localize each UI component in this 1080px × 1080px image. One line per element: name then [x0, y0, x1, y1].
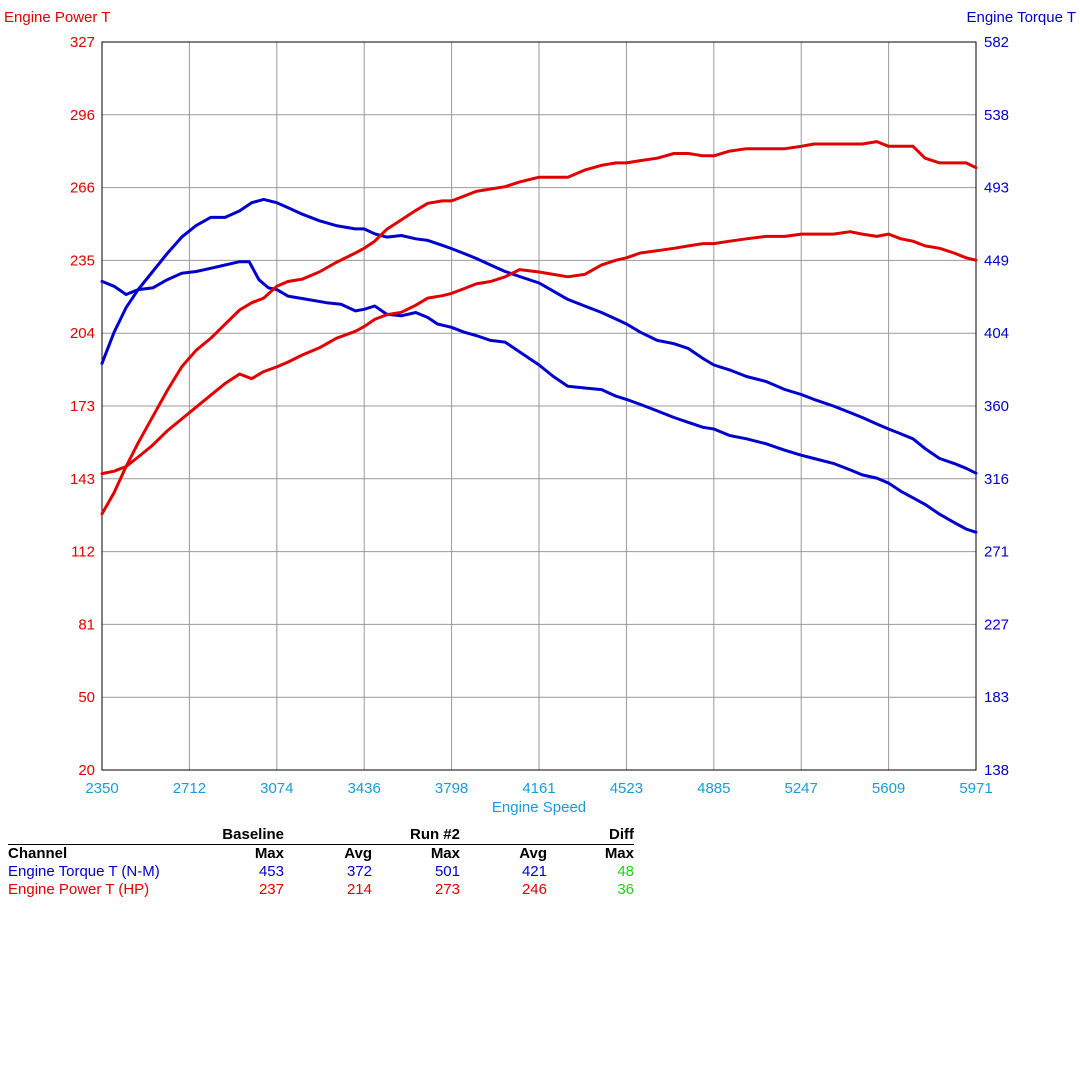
y-left-tick-label: 235 [70, 252, 95, 269]
row-diff-max: 48 [617, 863, 634, 880]
plot-frame [101, 41, 977, 771]
group-diff: Diff [547, 826, 634, 845]
y-left-tick-label: 173 [70, 398, 95, 415]
y-left-tick-label: 50 [78, 689, 95, 706]
y-right-axis-title: Engine Torque T [966, 9, 1076, 26]
y-right-tick-label: 404 [984, 325, 1009, 342]
summary-group-header: Baseline Run #2 Diff [8, 826, 634, 845]
row-channel: Engine Torque T (N-M) [8, 863, 160, 880]
x-axis-label: Engine Speed [492, 799, 586, 816]
y-right-tick-label: 360 [984, 398, 1009, 415]
x-tick-label: 3436 [348, 780, 381, 797]
row-run2-max: 273 [434, 881, 460, 898]
group-baseline: Baseline [208, 826, 284, 845]
torque-series-line-1 [100, 260, 978, 534]
col-channel: Channel [8, 845, 68, 862]
x-tick-label: 2350 [85, 780, 118, 797]
row-baseline-avg: 214 [346, 881, 372, 898]
row-channel: Engine Power T (HP) [8, 881, 150, 898]
x-tick-label: 5247 [785, 780, 818, 797]
row-baseline-max: 237 [258, 881, 284, 898]
col-baseline-max: Max [254, 845, 284, 862]
y-left-axis-title: Engine Power T [4, 9, 111, 26]
series-lines [100, 140, 978, 534]
x-tick-label: 5609 [872, 780, 905, 797]
group-run2: Run #2 [372, 826, 460, 845]
y-left-tick-label: 81 [78, 616, 95, 633]
y-left-tick-label: 112 [71, 544, 95, 561]
y-right-tick-label: 227 [984, 616, 1009, 633]
col-diff-max: Max [604, 845, 634, 862]
y-left-tick-label: 204 [70, 325, 95, 342]
y-right-tick-label: 449 [984, 252, 1009, 269]
y-right-tick-label: 271 [984, 544, 1009, 561]
x-tick-label: 4161 [522, 780, 555, 797]
y-right-tick-label: 538 [984, 107, 1009, 124]
y-right-tick-labels: 138 183 227 271 316 360 404 449 493 538 582 [984, 34, 1009, 779]
x-tick-label: 3074 [260, 780, 293, 797]
summary-table: Baseline Run #2 Diff Channel Max Avg Max… [8, 826, 634, 899]
y-right-tick-label: 183 [984, 689, 1009, 706]
x-tick-label: 4523 [610, 780, 643, 797]
power-series-line-3 [100, 230, 978, 476]
table-row: Engine Power T (HP) 237 214 273 246 36 [8, 881, 634, 899]
y-left-tick-label: 266 [70, 180, 95, 197]
summary-column-header: Channel Max Avg Max Avg Max [8, 845, 634, 864]
row-run2-avg: 246 [521, 881, 547, 898]
row-run2-avg: 421 [521, 863, 547, 880]
row-diff-max: 36 [617, 881, 634, 898]
col-baseline-avg: Avg [344, 845, 372, 862]
power-series-line-2 [100, 140, 978, 516]
y-left-tick-label: 20 [78, 762, 95, 779]
col-run2-max: Max [430, 845, 460, 862]
y-right-tick-label: 316 [984, 471, 1009, 488]
table-row: Engine Torque T (N-M) 453 372 501 421 48 [8, 863, 634, 881]
row-baseline-avg: 372 [346, 863, 372, 880]
row-run2-max: 501 [434, 863, 460, 880]
x-tick-label: 2712 [173, 780, 206, 797]
x-tick-labels: 2350 2712 3074 3436 3798 4161 4523 4885 5247 5609… [85, 780, 992, 797]
x-tick-label: 3798 [435, 780, 468, 797]
torque-series-line-0 [100, 197, 978, 475]
y-right-tick-label: 582 [984, 34, 1009, 51]
y-left-tick-label: 143 [70, 471, 95, 488]
y-right-tick-label: 138 [984, 762, 1009, 779]
y-left-tick-label: 296 [70, 107, 95, 124]
row-baseline-max: 453 [258, 863, 284, 880]
y-left-tick-label: 327 [70, 34, 95, 51]
col-run2-avg: Avg [519, 845, 547, 862]
x-tick-label: 4885 [697, 780, 730, 797]
y-right-tick-label: 493 [984, 180, 1009, 197]
y-left-tick-labels: 20 50 81 112 143 173 204 235 266 296 327 [70, 34, 95, 779]
grid [102, 42, 976, 770]
x-tick-label: 5971 [959, 780, 992, 797]
